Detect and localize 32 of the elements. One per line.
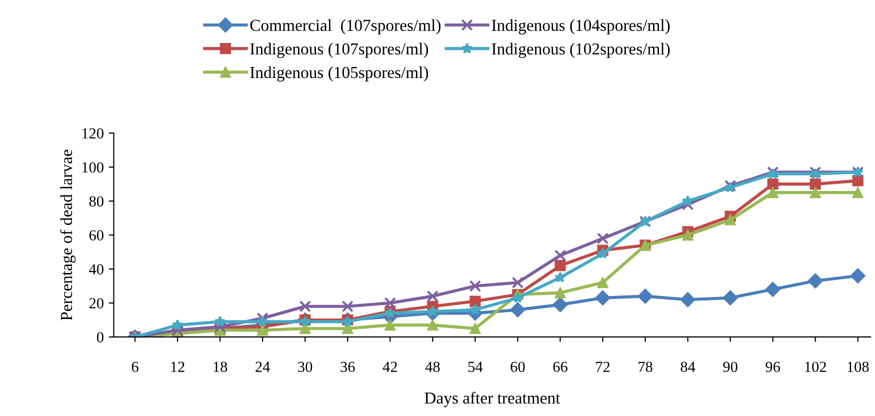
x-axis-title: Days after treatment bbox=[424, 392, 560, 408]
y-tick-label: 40 bbox=[89, 264, 104, 274]
x-tick-label: 90 bbox=[723, 362, 738, 372]
legend-label: Commercial (107spores/ml) bbox=[250, 19, 441, 34]
x-tick-label: 18 bbox=[214, 362, 228, 372]
x-tick-label: 6 bbox=[132, 362, 138, 372]
x-tick-label: 78 bbox=[638, 362, 652, 372]
x-tick-label: 12 bbox=[171, 362, 184, 372]
x-tick-label: 84 bbox=[680, 362, 696, 372]
x-tick-label: 96 bbox=[766, 362, 780, 372]
x-tick-label: 60 bbox=[510, 362, 525, 372]
legend-label: Indigenous (104spores/ml) bbox=[492, 19, 670, 34]
x-tick-label: 24 bbox=[256, 362, 270, 372]
x-tick-label: 66 bbox=[553, 362, 568, 372]
x-tick-label: 42 bbox=[382, 362, 397, 372]
y-tick-label: 120 bbox=[82, 128, 104, 139]
x-tick-label: 48 bbox=[425, 362, 440, 372]
x-tick-label: 102 bbox=[805, 362, 826, 372]
y-tick-label: 20 bbox=[89, 298, 104, 308]
y-tick-label: 100 bbox=[82, 162, 104, 173]
legend-label: Indigenous (102spores/ml) bbox=[492, 42, 670, 58]
x-tick-label: 72 bbox=[596, 362, 610, 372]
y-tick-label: 80 bbox=[89, 196, 104, 207]
x-tick-label: 36 bbox=[340, 362, 355, 372]
y-tick-label: 0 bbox=[96, 332, 104, 342]
legend-label: Indigenous (107spores/ml) bbox=[250, 42, 428, 58]
legend-label: Indigenous (105spores/ml) bbox=[250, 66, 428, 82]
x-tick-label: 108 bbox=[848, 362, 869, 372]
y-axis-title: Percentage of dead larvae bbox=[60, 150, 76, 320]
x-tick-label: 30 bbox=[298, 362, 312, 372]
x-tick-label: 54 bbox=[468, 362, 483, 372]
y-tick-label: 60 bbox=[89, 230, 104, 240]
